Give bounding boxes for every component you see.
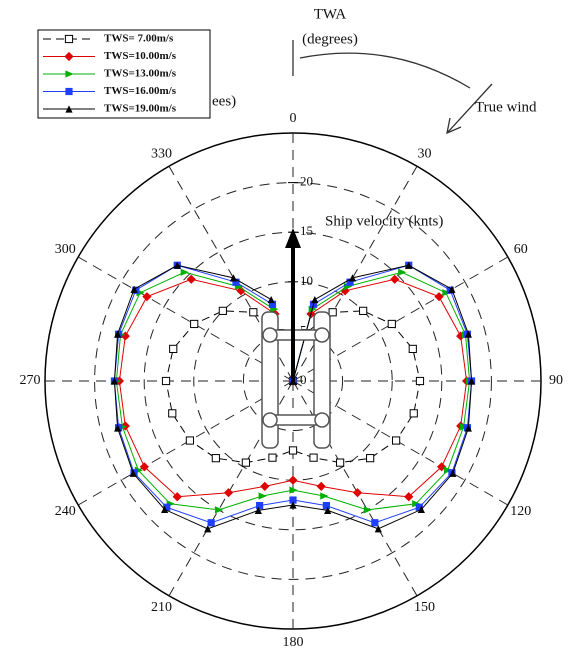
marker <box>388 320 395 327</box>
marker <box>289 447 296 454</box>
theta-tick-label: 0 <box>290 111 297 126</box>
marker <box>337 459 344 466</box>
theta-tick-label: 90 <box>549 373 563 388</box>
theta-tick-label: 60 <box>514 242 528 257</box>
wind-indicator <box>293 40 492 133</box>
theta-tick-label: 120 <box>510 504 531 519</box>
r-tick-label: 15 <box>300 223 313 238</box>
marker <box>409 345 416 352</box>
marker <box>212 455 219 462</box>
marker <box>353 488 362 497</box>
marker <box>364 506 372 513</box>
marker <box>230 274 237 281</box>
theta-tick-label: 150 <box>414 600 435 615</box>
legend-label: TWS= 7.00m/s <box>104 33 174 45</box>
marker <box>310 454 317 461</box>
marker <box>392 437 399 444</box>
marker <box>410 410 417 417</box>
theta-tick-label: 180 <box>283 635 304 650</box>
marker <box>65 35 72 42</box>
marker <box>142 292 151 301</box>
marker <box>170 345 177 352</box>
marker <box>256 502 263 509</box>
r-tick-label: 10 <box>300 273 313 288</box>
marker <box>269 454 276 461</box>
marker <box>224 488 233 497</box>
marker <box>323 502 330 509</box>
marker <box>349 274 356 281</box>
marker <box>329 309 336 316</box>
marker <box>317 482 326 491</box>
theta-tick-label: 210 <box>151 600 172 615</box>
marker <box>367 455 374 462</box>
velocity-arrow <box>285 228 301 381</box>
velocity-label: Ship velocity (knts) <box>325 213 443 229</box>
legend-label: TWS=10.00m/s <box>104 50 177 62</box>
marker <box>360 307 367 314</box>
marker <box>371 519 378 526</box>
theta-tick-label: 240 <box>55 504 76 519</box>
marker <box>215 506 223 513</box>
r-tick-label: 0 <box>300 372 307 387</box>
marker <box>208 519 215 526</box>
marker <box>250 309 257 316</box>
theta-tick-label: 270 <box>20 373 41 388</box>
theta-grid-line <box>293 381 417 596</box>
marker <box>268 296 275 303</box>
marker <box>311 296 318 303</box>
marker <box>169 410 176 417</box>
marker <box>260 482 269 491</box>
theta-tick-label: 330 <box>151 146 172 161</box>
theta-tick-label: 300 <box>55 242 76 257</box>
twa-label: TWA <box>314 6 347 22</box>
twa-unit: (degrees) <box>302 31 358 47</box>
marker <box>242 459 249 466</box>
marker <box>259 492 267 499</box>
legend-label: TWS=19.00m/s <box>104 103 177 115</box>
marker <box>398 269 406 276</box>
marker <box>181 269 189 276</box>
theta-tick-label: 30 <box>418 146 432 161</box>
legend: TWS= 7.00m/s TWS=10.00m/s TWS=13.00m/s TWS=… <box>38 30 210 118</box>
hidden-label: ees) <box>212 93 236 109</box>
marker <box>65 88 72 95</box>
marker <box>434 292 443 301</box>
marker <box>288 476 297 485</box>
legend-label: TWS=16.00m/s <box>104 85 177 97</box>
theta-grid-line <box>78 257 293 381</box>
marker <box>186 437 193 444</box>
r-tick-label: 20 <box>300 174 313 189</box>
legend-label: TWS=13.00m/s <box>104 68 177 80</box>
marker <box>320 492 328 499</box>
marker <box>219 307 226 314</box>
marker <box>416 377 423 384</box>
wind-label: True wind <box>475 99 537 115</box>
chart: 051015200306090120150180210240270300330 … <box>0 0 569 651</box>
marker <box>162 377 169 384</box>
marker <box>191 320 198 327</box>
